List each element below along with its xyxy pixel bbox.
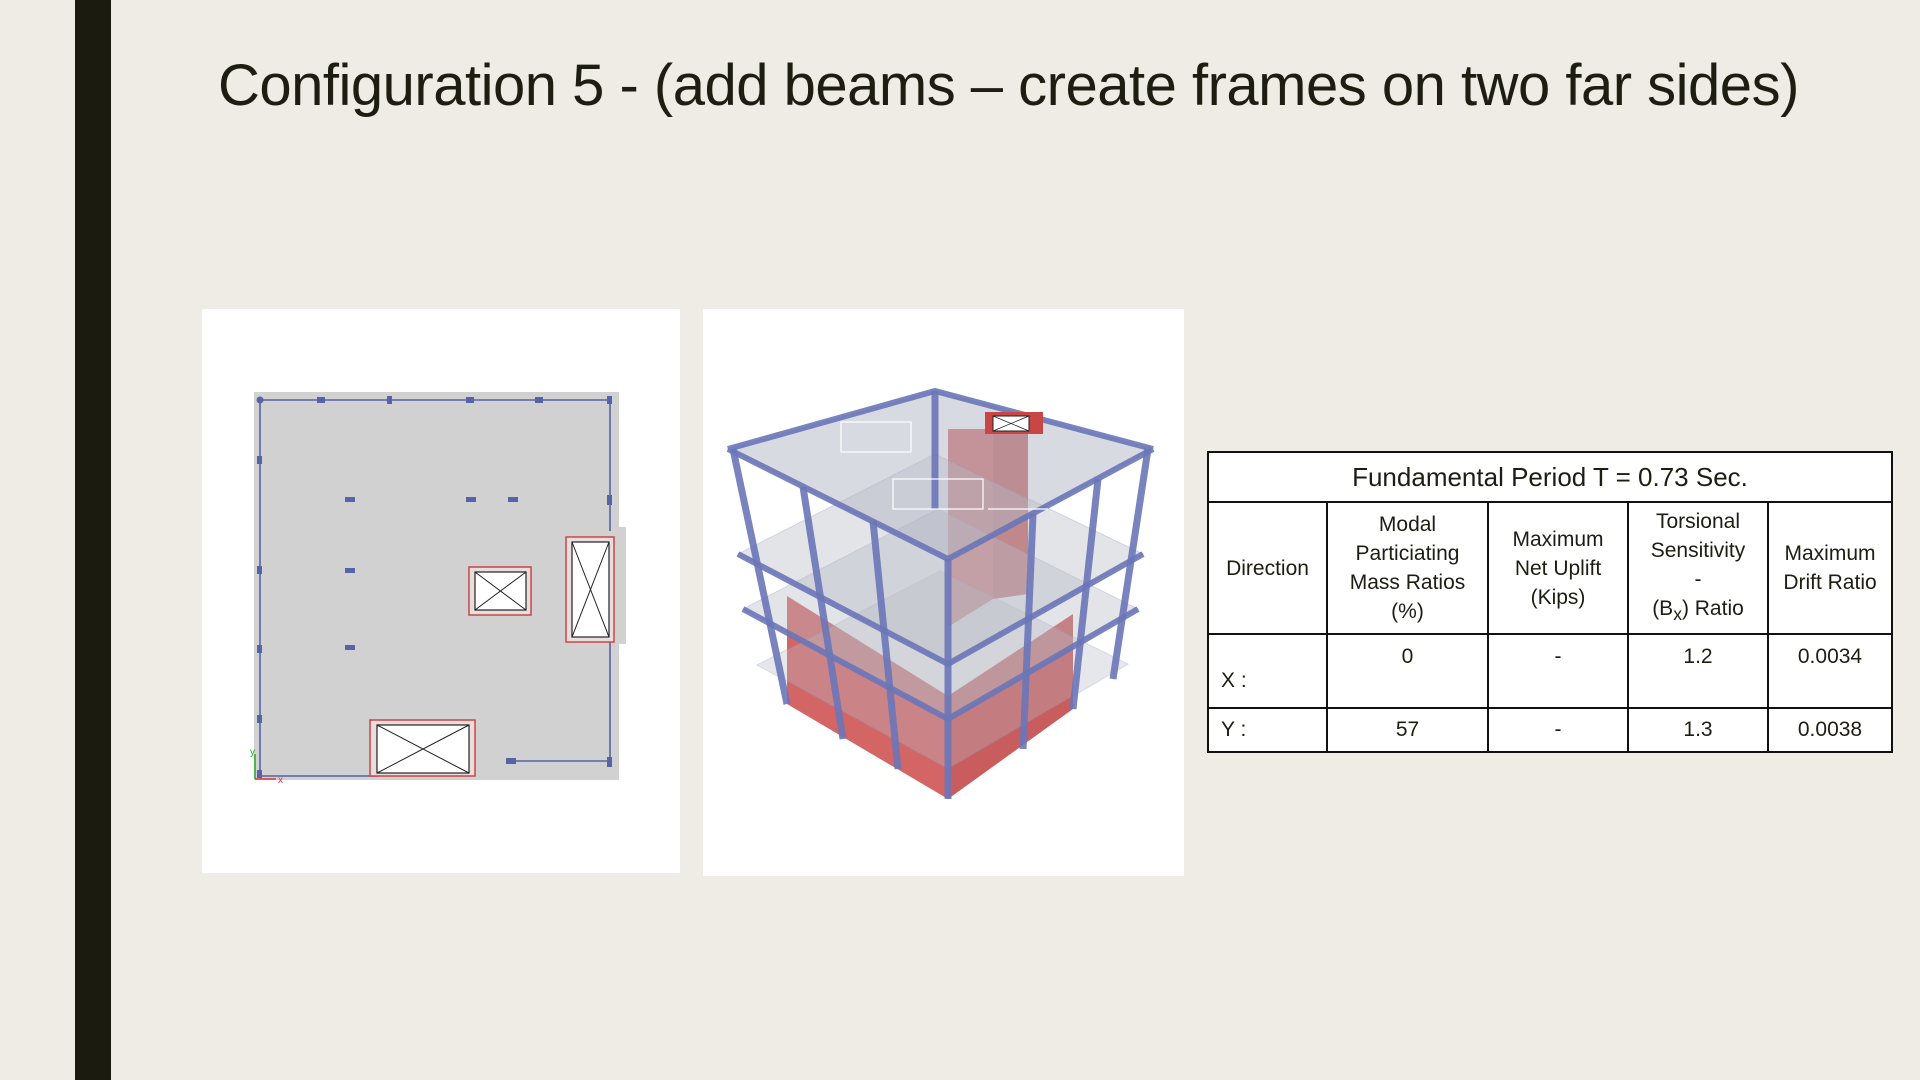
cell-direction: Y :: [1207, 707, 1328, 754]
building-3d-figure: [703, 309, 1184, 876]
cell-torsion: 1.3: [1627, 707, 1769, 754]
floor-plan-figure: x y: [202, 309, 680, 873]
header-drift: Maximum Drift Ratio: [1767, 500, 1893, 636]
floor-slab: [254, 392, 619, 780]
header-modal-mass: Modal Particiating Mass Ratios (%): [1326, 500, 1489, 636]
cell-drift: 0.0034: [1767, 633, 1893, 710]
cell-uplift: -: [1487, 707, 1629, 754]
slide-title: Configuration 5 - (add beams – create fr…: [218, 53, 1799, 118]
core-outline: [840, 421, 1048, 510]
cell-modal-mass: 0: [1326, 633, 1489, 710]
axis-x-label: x: [278, 775, 283, 786]
roof-core-box: [985, 412, 1043, 434]
frame-columns: [729, 391, 1152, 799]
accent-bar: [75, 0, 111, 1080]
header-uplift: Maximum Net Uplift (Kips): [1487, 500, 1629, 636]
table-row: Y : 57 - 1.3 0.0038: [1207, 707, 1893, 754]
slab-notch: [619, 527, 626, 644]
cell-torsion: 1.2: [1627, 633, 1769, 710]
header-torsion: Torsional Sensitivity - (Bx) Ratio: [1627, 500, 1769, 636]
axis-indicator: x y: [250, 747, 283, 786]
columns: [256, 396, 612, 778]
core-wall-center: [468, 566, 532, 616]
cell-drift: 0.0038: [1767, 707, 1893, 754]
table-caption: Fundamental Period T = 0.73 Sec.: [1207, 451, 1893, 503]
cell-modal-mass: 57: [1326, 707, 1489, 754]
table-row: X : 0 - 1.2 0.0034: [1207, 633, 1893, 710]
results-table: Fundamental Period T = 0.73 Sec. Directi…: [1207, 451, 1893, 754]
core-wall-bottom: [369, 719, 476, 777]
shear-wall-right: [948, 614, 1073, 799]
cell-uplift: -: [1487, 633, 1629, 710]
core-wall-right: [565, 536, 615, 643]
header-direction: Direction: [1207, 500, 1328, 636]
axis-y-label: y: [250, 747, 255, 758]
cell-direction: X :: [1207, 633, 1328, 710]
